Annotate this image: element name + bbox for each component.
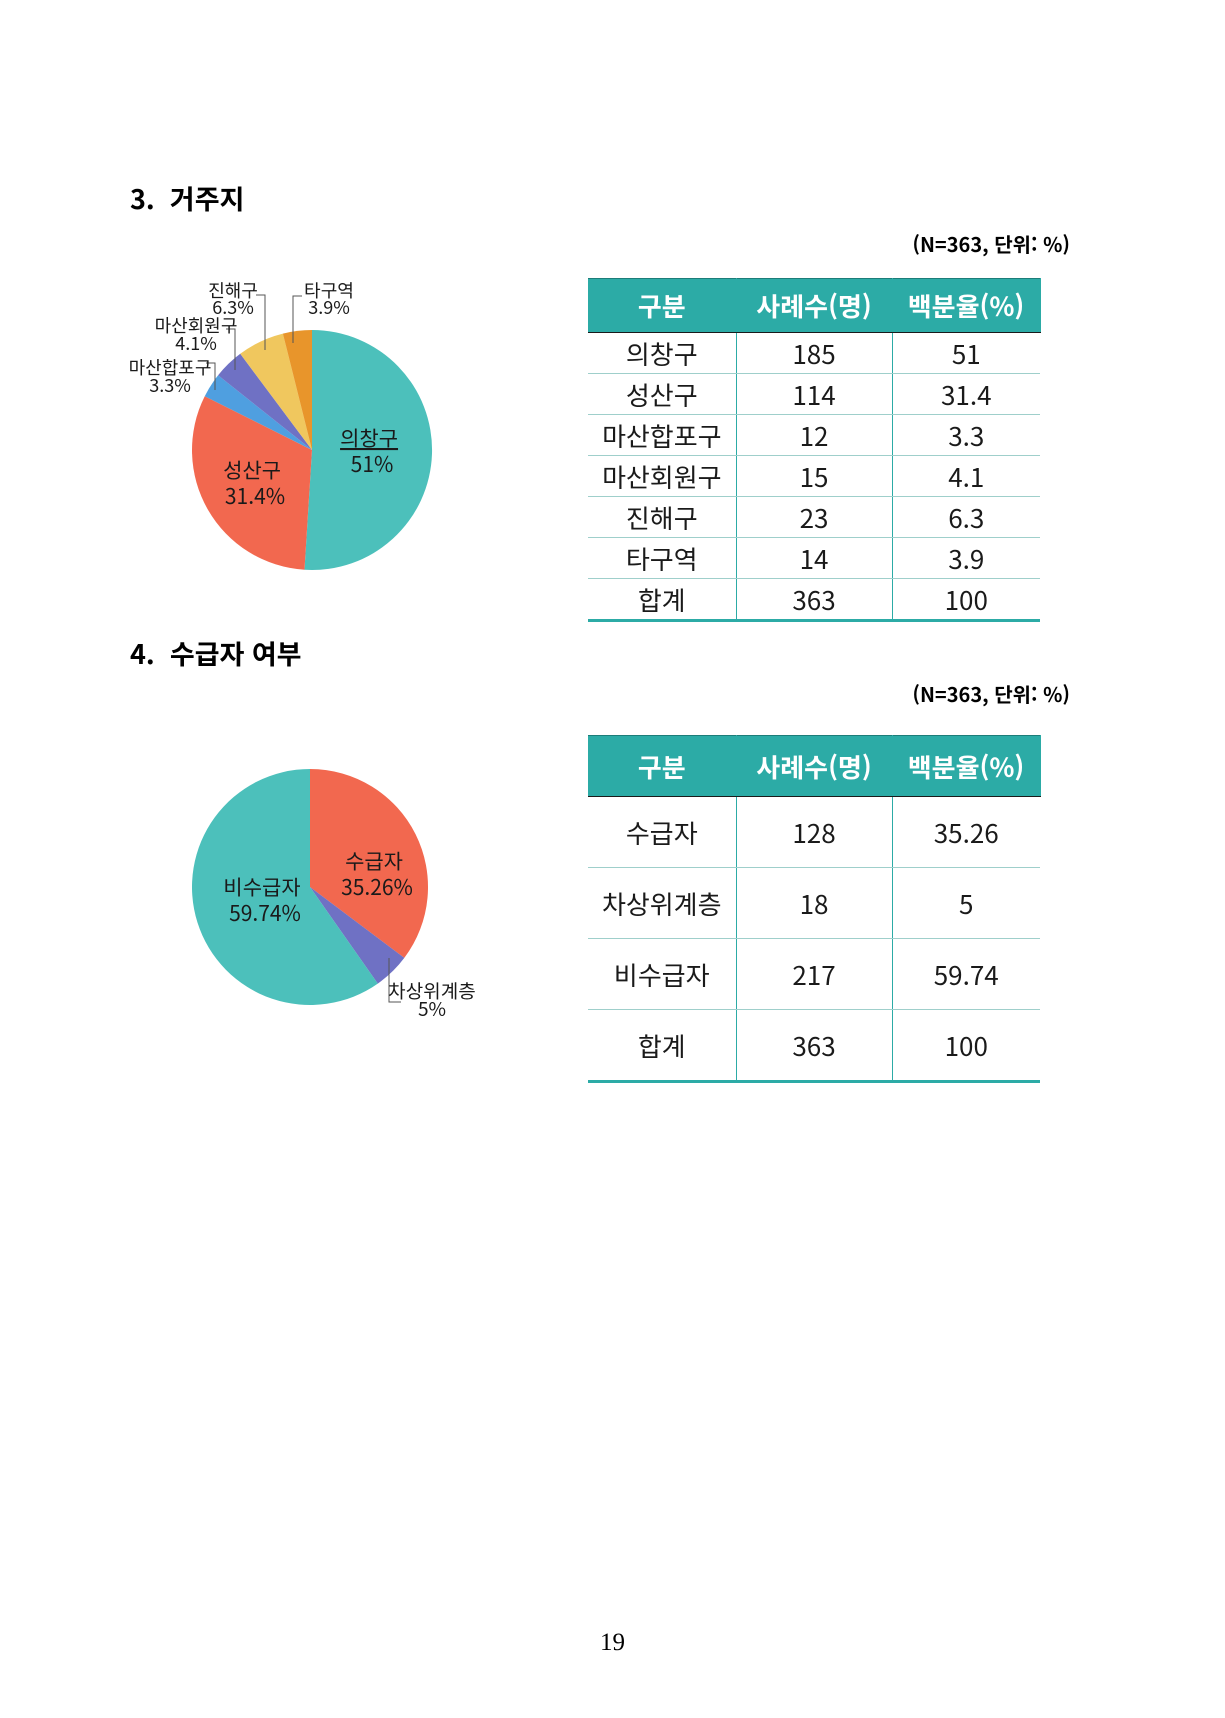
svg-text:성산구 31.4%: 성산구 31.4%	[223, 455, 287, 511]
svg-text:3.3%: 3.3%	[149, 372, 191, 398]
svg-text:3.9%: 3.9%	[308, 294, 350, 320]
svg-text:4.1%: 4.1%	[175, 330, 217, 356]
svg-text:5%: 5%	[418, 995, 446, 1022]
svg-text:비수급자 59.74%: 비수급자 59.74%	[223, 872, 306, 928]
svg-text:6.3%: 6.3%	[212, 294, 254, 320]
svg-text:수급자 35.26%: 수급자 35.26%	[341, 846, 413, 902]
